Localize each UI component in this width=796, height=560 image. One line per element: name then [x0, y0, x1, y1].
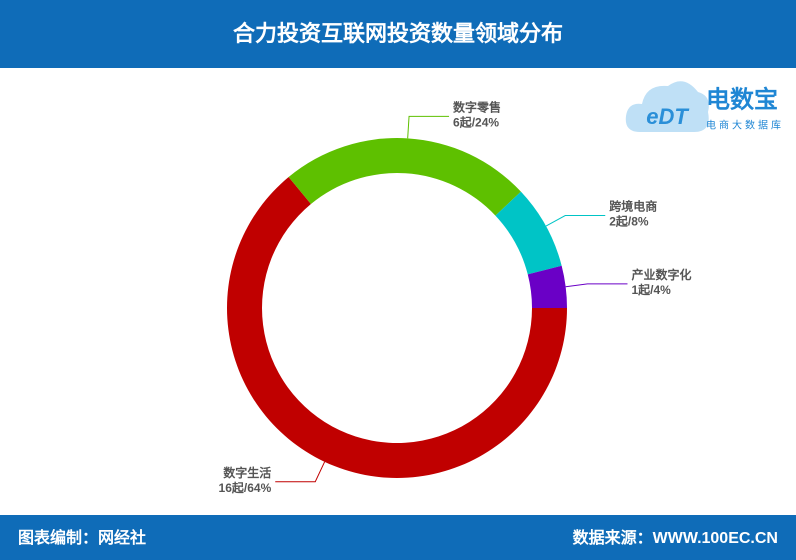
footer-left: 图表编制：网经社 — [18, 528, 146, 547]
logo-tagline: 电商大数据库 — [706, 119, 784, 132]
logo-cloud — [625, 81, 709, 132]
footer-bar — [0, 515, 796, 560]
donut-slice — [227, 177, 567, 478]
title: 合力投资互联网投资数量领域分布 — [233, 21, 563, 46]
header-bar — [0, 0, 796, 68]
donut-slice — [527, 265, 567, 308]
leader-line — [545, 215, 606, 227]
leader-line — [275, 461, 326, 483]
slice-label: 数字零售 — [453, 100, 501, 115]
logo-mark: eDT — [646, 104, 689, 129]
footer-right: 数据来源：WWW.100EC.CN — [573, 528, 778, 547]
leader-line — [407, 115, 450, 139]
logo-name: 电数宝 — [706, 85, 778, 113]
logo: eDT 电数宝 电商大数据库 — [625, 81, 784, 132]
slice-label: 跨境电商 — [609, 199, 657, 214]
donut-slice — [288, 137, 521, 216]
slice-value-label: 16起/64% — [219, 480, 272, 495]
slice-value-label: 2起/8% — [609, 214, 649, 229]
slice-label: 产业数字化 — [631, 267, 691, 282]
slice-label: 数字生活 — [223, 465, 271, 480]
leader-line — [565, 283, 628, 288]
donut-slice — [495, 191, 562, 275]
slice-value-label: 6起/24% — [453, 115, 499, 130]
slice-value-label: 1起/4% — [631, 282, 671, 297]
